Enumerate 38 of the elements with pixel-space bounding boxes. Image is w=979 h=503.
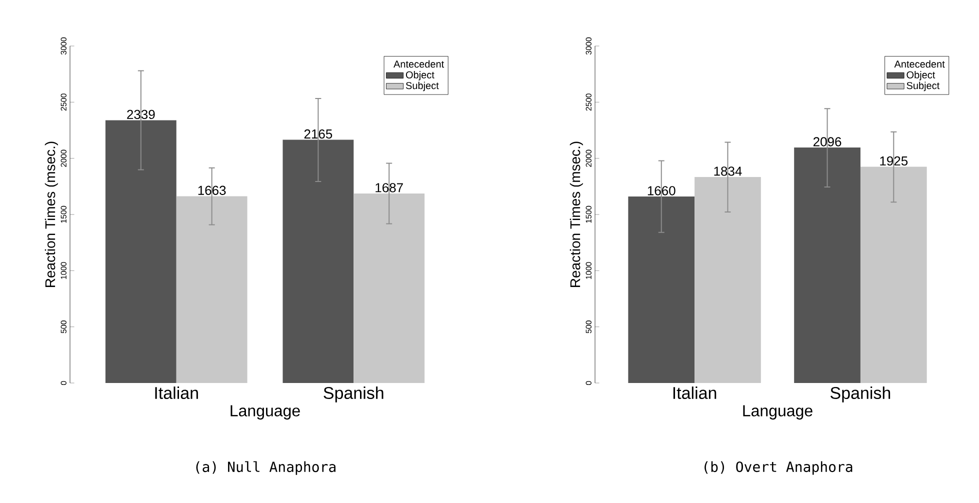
data-label: 2096	[813, 137, 842, 146]
legend-title: Antecedent	[894, 60, 945, 68]
y-tick-label: 1000	[60, 262, 66, 279]
y-tick-label: 0	[60, 381, 66, 385]
data-label: 1834	[714, 166, 742, 176]
legend-label: Subject	[906, 82, 940, 92]
y-tick-label: 0	[586, 381, 592, 385]
data-label: 1660	[648, 186, 676, 196]
x-tick-label: Italian	[155, 386, 198, 400]
x-axis-title: Language	[230, 405, 300, 420]
y-tick-label: 500	[586, 320, 592, 334]
data-label: 2165	[304, 129, 332, 139]
legend-title: Antecedent	[394, 60, 444, 68]
y-tick-label: 1500	[586, 206, 592, 223]
data-label: 1687	[376, 183, 403, 192]
y-axis-title: Reaction Times (msec.)	[570, 142, 583, 287]
data-label: 1925	[880, 156, 908, 166]
y-tick-label: 3000	[586, 37, 592, 55]
y-tick-label: 1500	[60, 206, 66, 223]
legend-label: Object	[406, 71, 434, 80]
text: (b) Overt Anaphora	[704, 461, 852, 475]
y-axis-title: Reaction Times (msec.)	[44, 142, 58, 287]
x-axis-title: Language	[743, 405, 812, 420]
y-tick-label: 2500	[60, 94, 66, 111]
x-tick-label: Italian	[673, 386, 716, 400]
data-label: 2339	[127, 110, 155, 120]
y-tick-label: 2000	[586, 150, 592, 167]
text: (a) Null Anaphora	[196, 461, 336, 475]
y-tick-label: 2500	[586, 94, 592, 111]
x-tick-label: Spanish	[830, 386, 890, 402]
legend-label: Subject	[406, 82, 439, 92]
y-tick-label: 500	[60, 320, 66, 334]
y-tick-label: 3000	[60, 37, 66, 55]
data-label: 1663	[198, 186, 226, 195]
x-tick-label: Spanish	[324, 386, 384, 402]
y-tick-label: 2000	[60, 150, 66, 167]
legend-label: Object	[906, 71, 936, 80]
y-tick-label: 1000	[586, 262, 592, 279]
